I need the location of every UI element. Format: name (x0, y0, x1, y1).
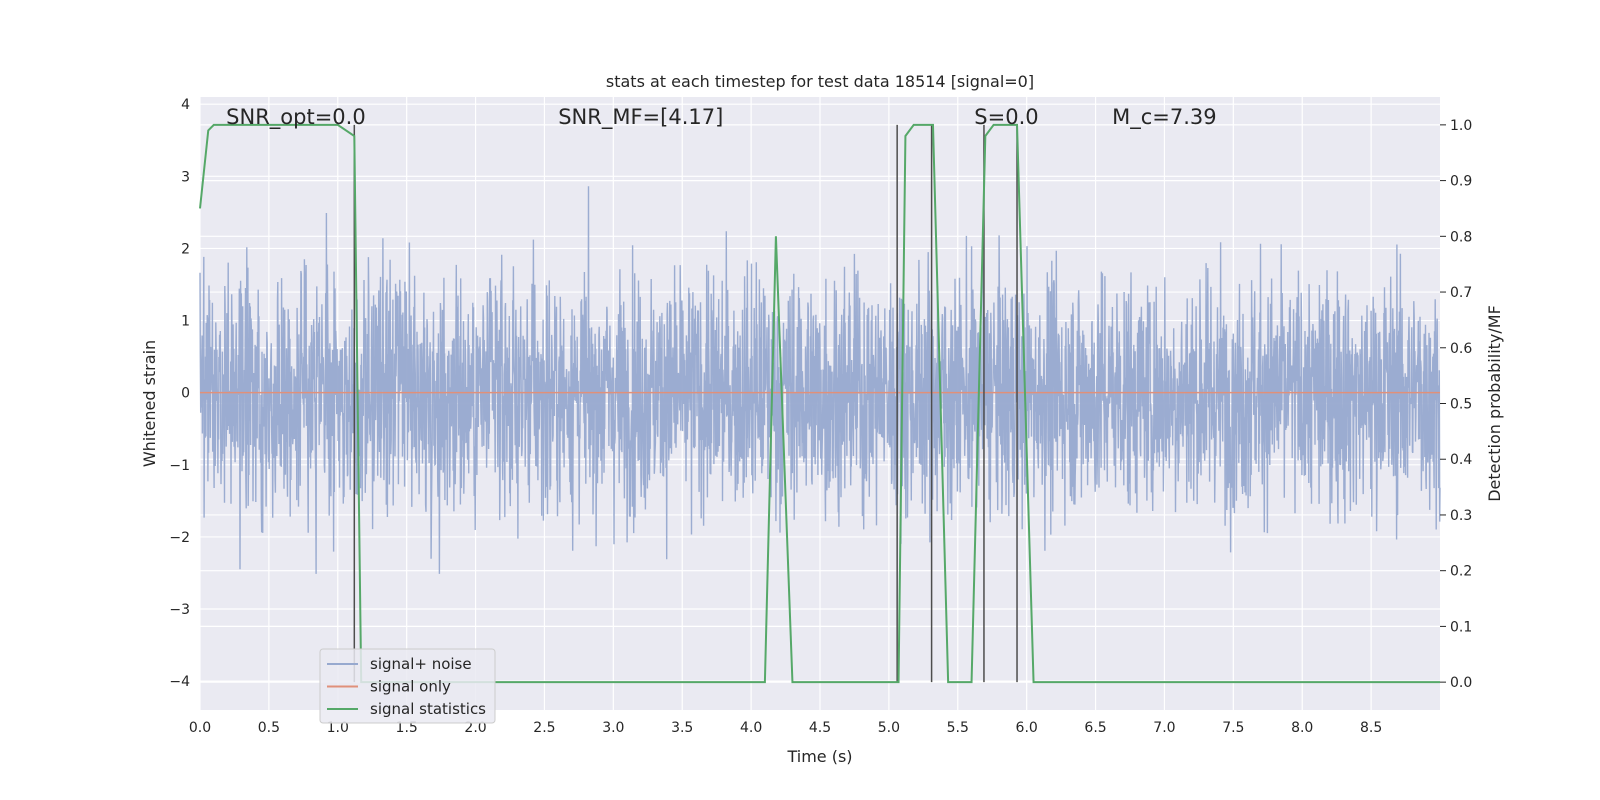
x-tick-label: 2.5 (533, 720, 555, 736)
y2-tick-label: 0.4 (1450, 452, 1472, 468)
legend-label: signal+ noise (370, 655, 472, 673)
annotations: SNR_opt=0.0 SNR_MF=[4.17] S=0.0 M_c=7.39 (226, 105, 1216, 130)
x-tick-label: 1.5 (396, 720, 418, 736)
annotation-text: S=0.0 (974, 105, 1038, 129)
y2-tick-label: 0.0 (1450, 675, 1472, 691)
x-tick-label: 0.5 (258, 720, 280, 736)
x-tick-label: 5.5 (947, 720, 969, 736)
y2-tick-label: 0.7 (1450, 285, 1472, 301)
signal-noise-series (199, 186, 1441, 574)
y-tick-label: 0 (181, 386, 190, 402)
x-tick-label: 5.0 (878, 720, 900, 736)
x-tick-label: 3.0 (602, 720, 624, 736)
legend-box (319, 648, 496, 724)
vertical-markers (353, 124, 1018, 683)
annotation-text: SNR_opt=0.0 (226, 105, 366, 130)
x-tick-label: 1.0 (327, 720, 349, 736)
x-tick-label: 0.0 (189, 720, 211, 736)
annotation-text: SNR_MF=[4.17] (558, 105, 723, 130)
x-axis-label: Time (s) (786, 747, 852, 766)
x-tick-label: 6.0 (1016, 720, 1038, 736)
y-tick-label: −3 (169, 602, 190, 618)
x-tick-label: 8.0 (1291, 720, 1313, 736)
x-tick-label: 8.5 (1360, 720, 1382, 736)
signal-statistics-series (199, 123, 1440, 684)
x-axis-ticks: 0.0 0.5 1.0 1.5 2.0 2.5 3.0 3.5 4.0 4.5 5.0 5.5 6.0 6… (189, 720, 1382, 736)
legend-label: signal only (370, 678, 451, 696)
y-tick-label: 4 (181, 97, 190, 113)
y-axis-ticks: 4 3 2 1 0 −1 −2 −3 −4 (169, 97, 190, 690)
y-tick-label: −1 (169, 458, 190, 474)
chart-title: stats at each timestep for test data 185… (606, 72, 1034, 91)
y2-tick-label: 1.0 (1450, 118, 1472, 134)
y2-axis-ticks: 1.0 0.9 0.8 0.7 0.6 0.5 0.4 0.3 0.2 0.1 0.0 (1440, 118, 1472, 691)
x-tick-label: 3.5 (671, 720, 693, 736)
y2-tick-label: 0.3 (1450, 508, 1472, 524)
y2-tick-label: 0.2 (1450, 564, 1472, 580)
y2-tick-label: 0.8 (1450, 229, 1472, 245)
y2-tick-label: 0.5 (1450, 397, 1472, 413)
y2-axis-label: Detection probability/MF (1485, 305, 1504, 502)
y2-tick-label: 0.9 (1450, 174, 1472, 190)
x-tick-label: 2.0 (464, 720, 486, 736)
legend: signal+ noise signal only signal statistic… (319, 648, 496, 724)
y2-tick-label: 0.1 (1450, 619, 1472, 635)
legend-label: signal statistics (370, 700, 486, 718)
y2-tick-label: 0.6 (1450, 341, 1472, 357)
y-tick-label: 1 (181, 314, 190, 330)
x-tick-label: 7.0 (1153, 720, 1175, 736)
x-tick-label: 4.0 (740, 720, 762, 736)
y-tick-label: 2 (181, 241, 190, 257)
x-tick-label: 7.5 (1222, 720, 1244, 736)
y-tick-label: −2 (169, 530, 190, 546)
x-tick-label: 4.5 (809, 720, 831, 736)
annotation-text: M_c=7.39 (1112, 105, 1217, 130)
y-tick-label: −4 (169, 674, 190, 690)
signal-noise-line (199, 186, 1441, 574)
y-tick-label: 3 (181, 169, 190, 185)
y-axis-label: Whitened strain (140, 340, 159, 467)
x-tick-label: 6.5 (1084, 720, 1106, 736)
signal-statistics-line (199, 123, 1440, 684)
